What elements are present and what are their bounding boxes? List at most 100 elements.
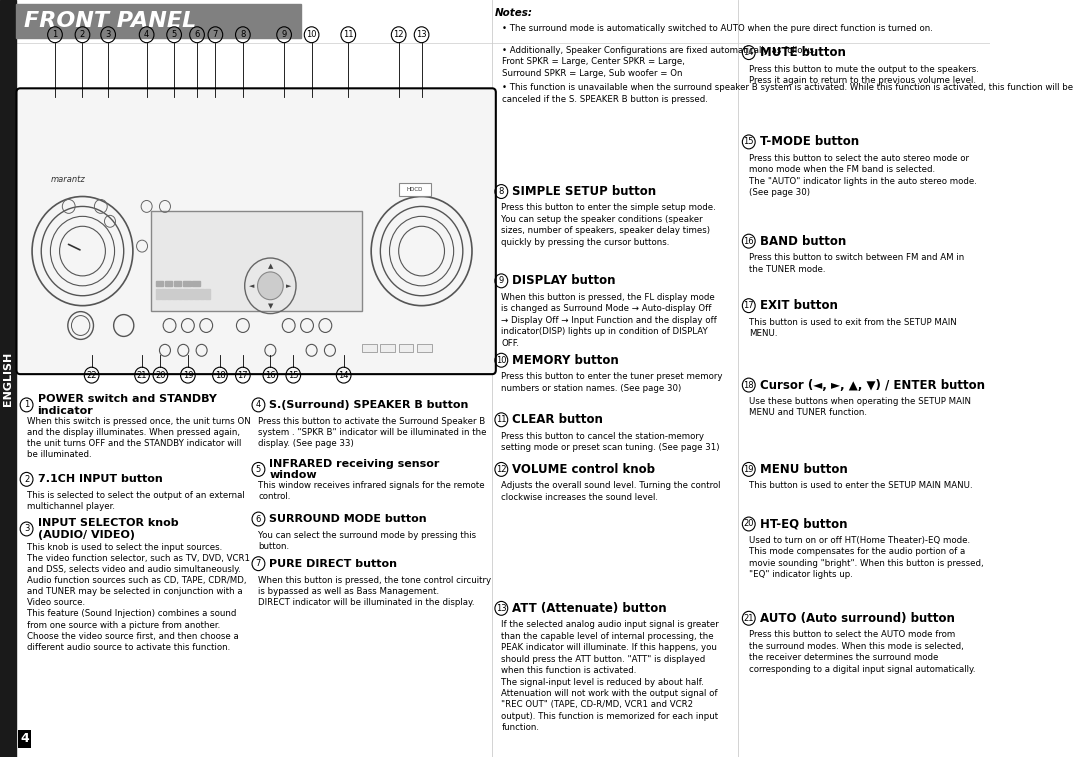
Text: ENGLISH: ENGLISH (3, 352, 13, 406)
Bar (189, 288, 193, 299)
Text: 4: 4 (256, 401, 261, 410)
Text: 1: 1 (24, 401, 29, 410)
Text: 20: 20 (156, 371, 165, 380)
Text: 13: 13 (496, 604, 507, 613)
Text: 2: 2 (24, 475, 29, 484)
Text: ATT (Attenuate) button: ATT (Attenuate) button (512, 602, 667, 615)
Text: This button is used to exit from the SETUP MAIN
MENU.: This button is used to exit from the SET… (748, 317, 957, 338)
Text: SIMPLE SETUP button: SIMPLE SETUP button (512, 185, 657, 198)
Text: When this button is pressed, the tone control circuitry
is bypassed as well as B: When this button is pressed, the tone co… (258, 575, 491, 607)
Text: ▼: ▼ (268, 303, 273, 309)
Text: Adjusts the overall sound level. Turning the control
clockwise increases the sou: Adjusts the overall sound level. Turning… (501, 481, 720, 502)
Text: Press this button to activate the Surround Speaker B
system . "SPKR B" indicator: Press this button to activate the Surrou… (258, 417, 487, 448)
Circle shape (257, 272, 283, 300)
Text: SURROUND MODE button: SURROUND MODE button (269, 514, 427, 524)
Bar (205, 288, 210, 299)
Text: PURE DIRECT button: PURE DIRECT button (269, 559, 397, 568)
FancyBboxPatch shape (16, 89, 496, 374)
Text: ►: ► (286, 283, 292, 289)
Text: Cursor (◄, ►, ▲, ▼) / ENTER button: Cursor (◄, ►, ▲, ▼) / ENTER button (759, 378, 985, 391)
Text: S.(Surround) SPEAKER B button: S.(Surround) SPEAKER B button (269, 400, 469, 410)
Text: 9: 9 (499, 276, 504, 285)
Text: FRONT PANEL: FRONT PANEL (24, 11, 197, 31)
Bar (362, 344, 377, 353)
Bar (178, 288, 183, 299)
Text: When this switch is pressed once, the unit turns ON
and the display illuminates.: When this switch is pressed once, the un… (27, 417, 251, 459)
Bar (151, 211, 362, 311)
Text: CLEAR button: CLEAR button (512, 414, 604, 427)
Text: 6: 6 (194, 31, 200, 39)
Bar (200, 288, 204, 299)
Text: Use these buttons when operating the SETUP MAIN
MENU and TUNER function.: Use these buttons when operating the SET… (748, 397, 971, 417)
Text: 8: 8 (499, 187, 504, 196)
Text: 12: 12 (393, 31, 404, 39)
Text: 20: 20 (743, 520, 754, 529)
Text: Press this button to mute the output to the speakers.
Press it again to return t: Press this button to mute the output to … (748, 65, 978, 85)
Text: Press this button to cancel the station-memory
setting mode or preset scan tunin: Press this button to cancel the station-… (501, 432, 719, 452)
Text: INFRARED receiving sensor
window: INFRARED receiving sensor window (269, 459, 440, 480)
Text: 6: 6 (256, 514, 261, 523)
Text: 19: 19 (743, 465, 754, 474)
Text: 12: 12 (496, 465, 507, 474)
Text: ◄: ◄ (249, 283, 255, 289)
Text: 21: 21 (137, 371, 147, 380)
Text: Press this button to select the auto stereo mode or
mono mode when the FM band i: Press this button to select the auto ste… (748, 154, 976, 197)
Text: 11: 11 (496, 415, 507, 424)
Text: Press this button to enter the simple setup mode.
You can setup the speaker cond: Press this button to enter the simple se… (501, 204, 716, 246)
Text: 2: 2 (80, 31, 85, 39)
Text: MEMORY button: MEMORY button (512, 354, 619, 367)
Bar (0, 0, 16, 757)
Bar (173, 288, 177, 299)
Text: 17: 17 (743, 301, 754, 311)
Text: 8: 8 (240, 31, 245, 39)
Bar (165, 281, 173, 286)
Text: 14: 14 (743, 48, 754, 57)
Text: 21: 21 (743, 613, 754, 623)
Text: DISPLAY button: DISPLAY button (512, 275, 616, 288)
Bar (16, 4, 300, 37)
Text: If the selected analog audio input signal is greater
than the capable level of i: If the selected analog audio input signa… (501, 620, 719, 732)
Text: 22: 22 (86, 371, 97, 380)
Text: POWER switch and STANDBY
indicator: POWER switch and STANDBY indicator (38, 394, 216, 416)
Text: MUTE button: MUTE button (759, 46, 846, 59)
Text: 4: 4 (21, 732, 29, 745)
Bar (161, 288, 166, 299)
Text: Press this button to switch between FM and AM in
the TUNER mode.: Press this button to switch between FM a… (748, 253, 964, 273)
Bar (194, 288, 199, 299)
Bar (192, 281, 200, 286)
Bar (399, 344, 414, 353)
Bar (184, 288, 188, 299)
Text: 17: 17 (238, 371, 248, 380)
Text: 19: 19 (183, 371, 193, 380)
Text: BAND button: BAND button (759, 235, 846, 248)
Text: 7.1CH INPUT button: 7.1CH INPUT button (38, 475, 162, 485)
Text: 18: 18 (743, 381, 754, 390)
Bar (380, 344, 395, 353)
Text: 5: 5 (172, 31, 177, 39)
Text: EXIT button: EXIT button (759, 299, 838, 312)
Text: Press this button to select the AUTO mode from
the surround modes. When this mod: Press this button to select the AUTO mod… (748, 630, 975, 674)
Text: This knob is used to select the input sources.
The video function selector, such: This knob is used to select the input so… (27, 542, 249, 652)
Text: MENU button: MENU button (759, 463, 848, 476)
Bar (417, 344, 432, 353)
Text: This window receives infrared signals for the remote
control.: This window receives infrared signals fo… (258, 481, 485, 501)
Text: 3: 3 (106, 31, 111, 39)
Text: • Additionally, Speaker Configurations are fixed automatically as follows.
Front: • Additionally, Speaker Configurations a… (502, 46, 816, 78)
Text: 16: 16 (265, 371, 275, 380)
Text: marantz: marantz (51, 175, 85, 184)
Text: 13: 13 (416, 31, 427, 39)
Text: 5: 5 (256, 465, 261, 474)
Text: HDCD: HDCD (406, 187, 422, 192)
Text: 11: 11 (343, 31, 353, 39)
Text: This button is used to enter the SETUP MAIN MANU.: This button is used to enter the SETUP M… (748, 481, 972, 491)
Text: 18: 18 (215, 371, 226, 380)
Text: VOLUME control knob: VOLUME control knob (512, 463, 656, 476)
Text: 7: 7 (213, 31, 218, 39)
Text: 7: 7 (256, 559, 261, 568)
Text: ▲: ▲ (268, 263, 273, 269)
Text: Press this button to enter the tuner preset memory
numbers or station names. (Se: Press this button to enter the tuner pre… (501, 372, 723, 393)
Text: • The surround mode is automatically switched to AUTO when the pure direct funct: • The surround mode is automatically swi… (502, 24, 933, 33)
Bar (156, 281, 163, 286)
Text: You can select the surround mode by pressing this
button.: You can select the surround mode by pres… (258, 531, 476, 551)
Text: AUTO (Auto surround) button: AUTO (Auto surround) button (759, 612, 955, 625)
